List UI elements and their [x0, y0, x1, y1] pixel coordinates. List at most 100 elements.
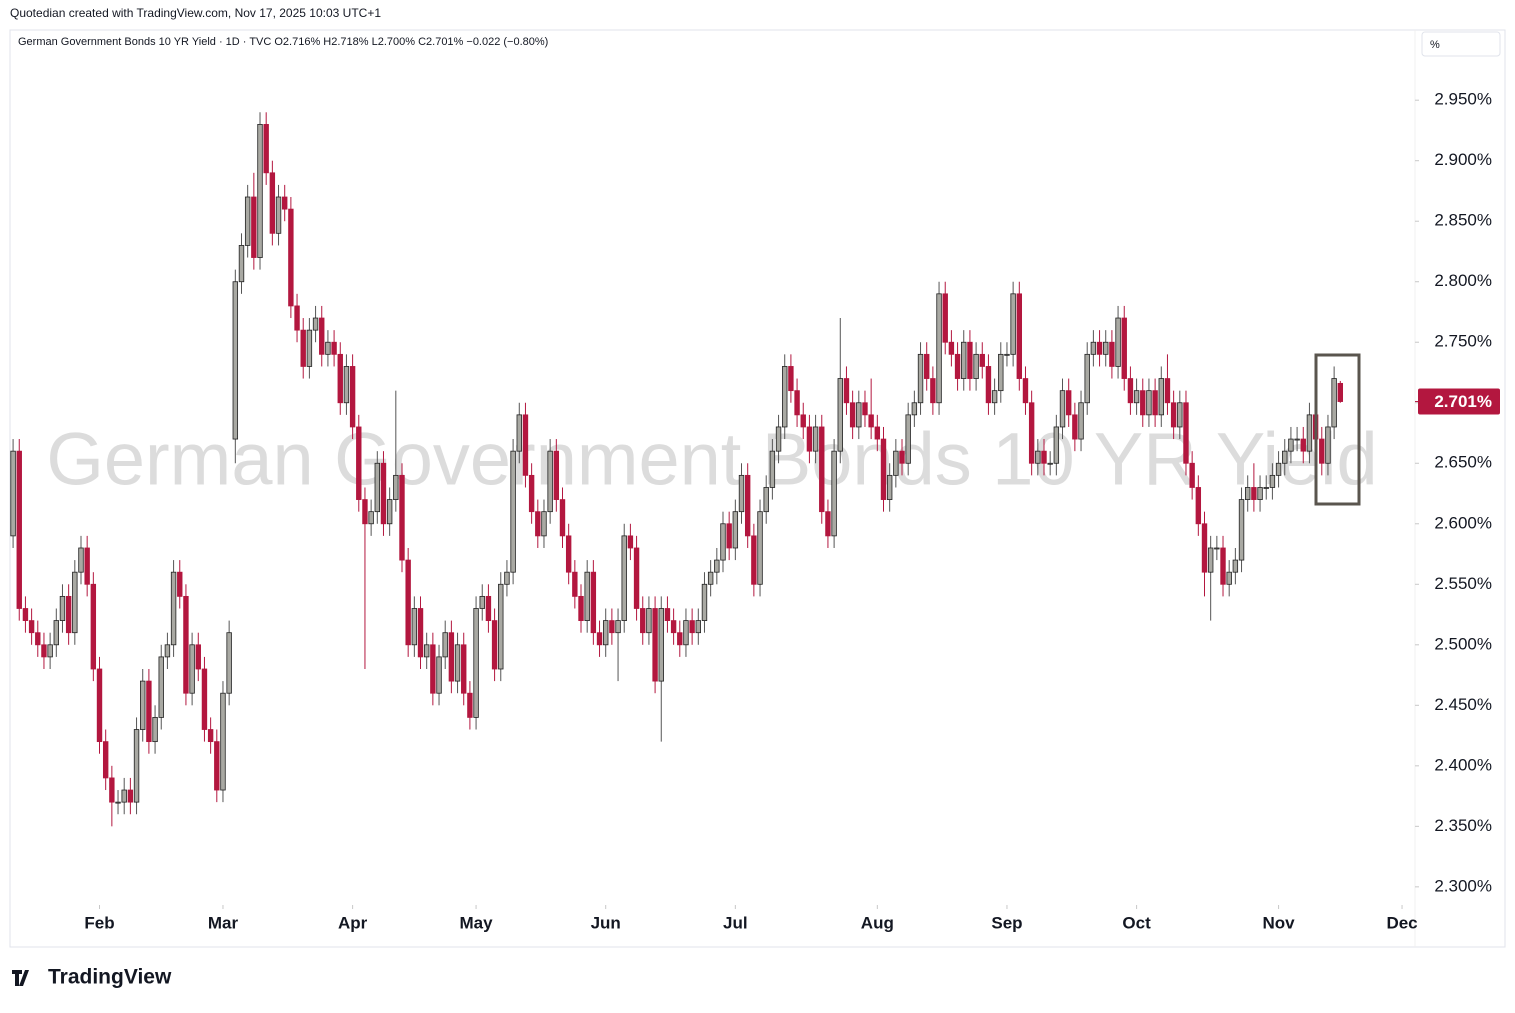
candle-body [961, 341, 967, 379]
candle-body [899, 450, 905, 464]
candle-body [528, 474, 535, 513]
candle-body [275, 196, 282, 234]
x-tick-label: May [460, 913, 494, 932]
candle-body [189, 644, 195, 694]
candle-body [924, 353, 930, 379]
candle-body [800, 414, 806, 428]
candle-body [775, 426, 782, 452]
candle-body [664, 608, 671, 621]
y-tick-label: 2.400% [1434, 755, 1492, 774]
candle-body [393, 474, 399, 500]
candle-body [170, 571, 177, 646]
candle-body [1177, 402, 1183, 428]
candle-body [1035, 450, 1041, 464]
candle-body [10, 450, 16, 537]
unit-box[interactable] [1421, 31, 1501, 57]
candle-body [343, 366, 350, 404]
candle-body [1189, 462, 1195, 488]
candle-body [28, 620, 35, 634]
unit-label: % [1430, 39, 1440, 51]
candle-body [812, 426, 819, 452]
x-tick-label: Oct [1122, 913, 1151, 932]
candle-body [658, 608, 664, 682]
candle-body [516, 414, 522, 452]
y-tick-label: 2.900% [1434, 150, 1492, 169]
candle-body [1127, 378, 1134, 404]
y-tick-label: 2.350% [1434, 816, 1492, 835]
candle-body [1195, 487, 1202, 525]
candle-body [621, 535, 627, 621]
y-tick-label: 2.600% [1434, 513, 1492, 532]
candle-body [979, 353, 985, 367]
candle-body [1152, 390, 1158, 416]
candle-body [763, 487, 769, 513]
candle-body [423, 644, 430, 658]
candle-body [868, 414, 874, 428]
logo-text: TradingView [48, 966, 172, 989]
candle-body [1010, 293, 1016, 355]
candle-body [1059, 390, 1066, 428]
candle-body [251, 196, 257, 258]
candle-body [751, 535, 757, 585]
candle-body [454, 644, 461, 682]
candle-body [491, 620, 498, 670]
candle-body [522, 414, 529, 476]
candle-body [473, 608, 479, 718]
candle-body [294, 305, 300, 331]
candle-body [609, 620, 615, 634]
candle-body [652, 608, 658, 682]
candle-body [430, 644, 436, 694]
candle-body [282, 196, 288, 210]
candle-body [442, 632, 448, 658]
candle-body [1325, 426, 1331, 464]
candle-body [942, 293, 948, 343]
candle-body [177, 571, 183, 597]
candle-body [1041, 450, 1047, 464]
candle-body [1016, 293, 1023, 379]
candle-body [244, 196, 251, 246]
y-tick-label: 2.300% [1434, 876, 1492, 895]
candle-body [825, 511, 831, 537]
candle-body [726, 523, 732, 549]
candle-body [930, 378, 936, 404]
candle-body [1269, 474, 1276, 488]
highlight-box [1314, 353, 1361, 506]
candle-body [1337, 382, 1344, 402]
candle-body [559, 499, 566, 537]
candle-body [541, 511, 547, 537]
candle-body [312, 317, 319, 331]
candle-body [535, 511, 541, 537]
candle-body [1065, 390, 1072, 416]
candle-body [769, 450, 776, 488]
y-tick-label: 2.750% [1434, 332, 1492, 351]
candle-body [405, 559, 411, 646]
x-tick-label: Jun [591, 913, 621, 932]
candle-body [572, 571, 578, 597]
candle-body [1084, 353, 1090, 404]
candle-body [1072, 414, 1078, 440]
x-tick-label: Jul [723, 913, 748, 932]
candle-body [1300, 438, 1306, 452]
candle-body [1294, 438, 1300, 441]
candle-body [319, 317, 325, 355]
candle-body [164, 644, 171, 658]
candle-body [65, 595, 72, 634]
candle-body [831, 450, 837, 537]
candle-body [78, 547, 84, 573]
candle-body [584, 571, 590, 621]
candle-body [991, 390, 998, 404]
candle-body [337, 353, 343, 404]
candle-body [152, 717, 158, 743]
candle-body [596, 632, 603, 646]
candle-body [127, 789, 134, 803]
candle-body [448, 632, 455, 682]
candle-body [578, 595, 584, 621]
y-tick-label: 2.550% [1434, 574, 1492, 593]
candle-body [16, 450, 22, 609]
candle-body [1275, 462, 1282, 476]
candle-body [720, 523, 726, 561]
candle-body [917, 353, 924, 404]
candle-body [683, 620, 689, 646]
candle-body [1207, 547, 1214, 573]
